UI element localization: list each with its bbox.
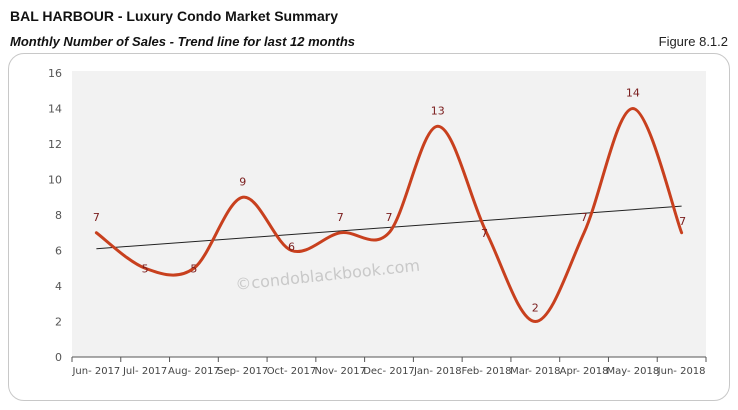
data-label: 7 [93,211,100,224]
trend-line [96,205,682,250]
y-tick-label: 2 [55,316,62,329]
x-tick-label: Nov- 2017 [314,366,365,377]
data-label: 6 [288,241,295,254]
x-tick-label: Mar- 2018 [510,366,560,377]
x-tick-label: Jan- 2018 [413,366,462,377]
y-tick-label: 16 [48,67,62,80]
y-tick-label: 12 [48,138,62,151]
x-tick-label: May- 2018 [606,366,659,377]
data-label: 7 [337,211,344,224]
chart-subtitle: Monthly Number of Sales - Trend line for… [10,34,356,49]
figure-label: Figure 8.1.2 [658,34,728,49]
data-label: 7 [581,211,588,224]
y-tick-label: 10 [48,174,62,187]
y-tick-label: 6 [55,245,62,258]
y-tick-label: 4 [55,280,62,293]
x-tick-label: Jun- 2017 [71,366,120,377]
data-label: 5 [142,262,149,275]
data-label: 9 [239,175,246,188]
x-tick-label: Dec- 2017 [363,366,415,377]
plot-area [72,71,706,357]
y-tick-label: 0 [55,351,62,364]
data-label: 5 [190,262,197,275]
y-tick-label: 14 [48,103,62,116]
data-label: 2 [532,302,539,315]
x-tick-label: Apr- 2018 [560,366,609,377]
x-tick-label: Oct- 2017 [267,366,317,377]
data-label: 7 [679,215,686,228]
x-tick-label: Feb- 2018 [462,366,512,377]
data-label: 13 [431,104,445,117]
x-tick-label: Aug- 2017 [168,366,220,377]
x-tick-label: Sep- 2017 [217,366,268,377]
data-label: 14 [626,87,640,100]
chart-title: BAL HARBOUR - Luxury Condo Market Summar… [10,8,339,24]
sales-series-line [94,106,684,324]
x-tick-label: Jun- 2018 [657,366,706,377]
data-label: 7 [481,227,488,240]
x-tick-label: Jul- 2017 [122,366,167,377]
y-tick-label: 8 [55,209,62,222]
data-label: 7 [386,211,393,224]
